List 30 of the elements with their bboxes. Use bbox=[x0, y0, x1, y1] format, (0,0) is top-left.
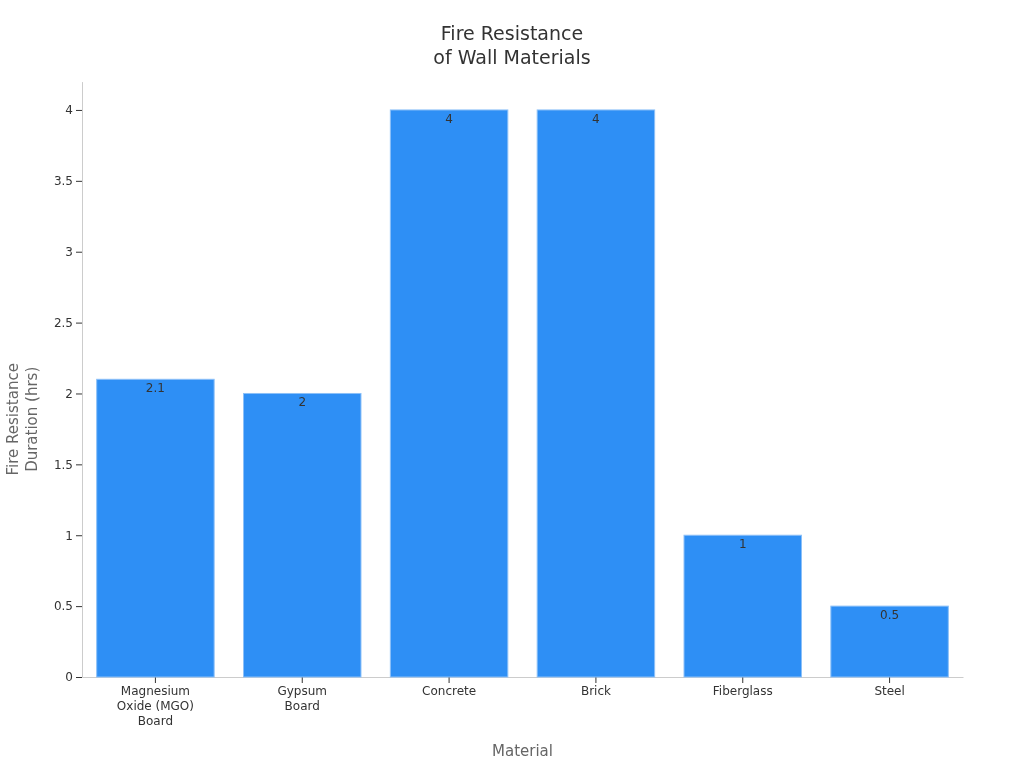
data-label: 1 bbox=[738, 537, 747, 552]
y-tick-label: 1.5 bbox=[53, 457, 73, 472]
y-tick-label: 1 bbox=[65, 528, 73, 543]
x-tick-label: Magnesium Oxide (MGO) Board bbox=[116, 683, 194, 728]
y-tick-label: 0.5 bbox=[53, 599, 73, 614]
x-tick-label: Concrete bbox=[422, 683, 477, 698]
x-tick-label: Fiberglass bbox=[712, 683, 773, 698]
x-tick-label: Steel bbox=[874, 683, 905, 698]
x-axis-title: Material bbox=[492, 742, 553, 760]
y-tick-label: 0 bbox=[65, 670, 73, 685]
y-axis-title: Fire Resistance Duration (hrs) bbox=[4, 363, 41, 476]
y-tick-label: 4 bbox=[65, 103, 73, 118]
bar bbox=[96, 378, 215, 678]
bar bbox=[830, 605, 949, 678]
data-label: 4 bbox=[445, 111, 453, 126]
data-label: 2.1 bbox=[145, 381, 165, 396]
bar bbox=[683, 534, 802, 678]
x-tick-label: Brick bbox=[580, 683, 611, 698]
y-tick-label: 2 bbox=[65, 386, 73, 401]
y-tick-label: 2.5 bbox=[53, 315, 73, 330]
y-tick-label: 3.5 bbox=[53, 174, 73, 189]
data-label: 0.5 bbox=[880, 608, 900, 623]
data-label: 4 bbox=[592, 111, 600, 126]
y-tick-label: 3 bbox=[65, 245, 73, 260]
data-label: 2 bbox=[298, 395, 307, 410]
x-tick-label: Gypsum Board bbox=[277, 683, 328, 713]
bar bbox=[536, 109, 656, 678]
bar bbox=[389, 109, 509, 678]
chart-title: Fire Resistance of Wall Materials bbox=[433, 22, 591, 68]
bar bbox=[243, 392, 362, 678]
